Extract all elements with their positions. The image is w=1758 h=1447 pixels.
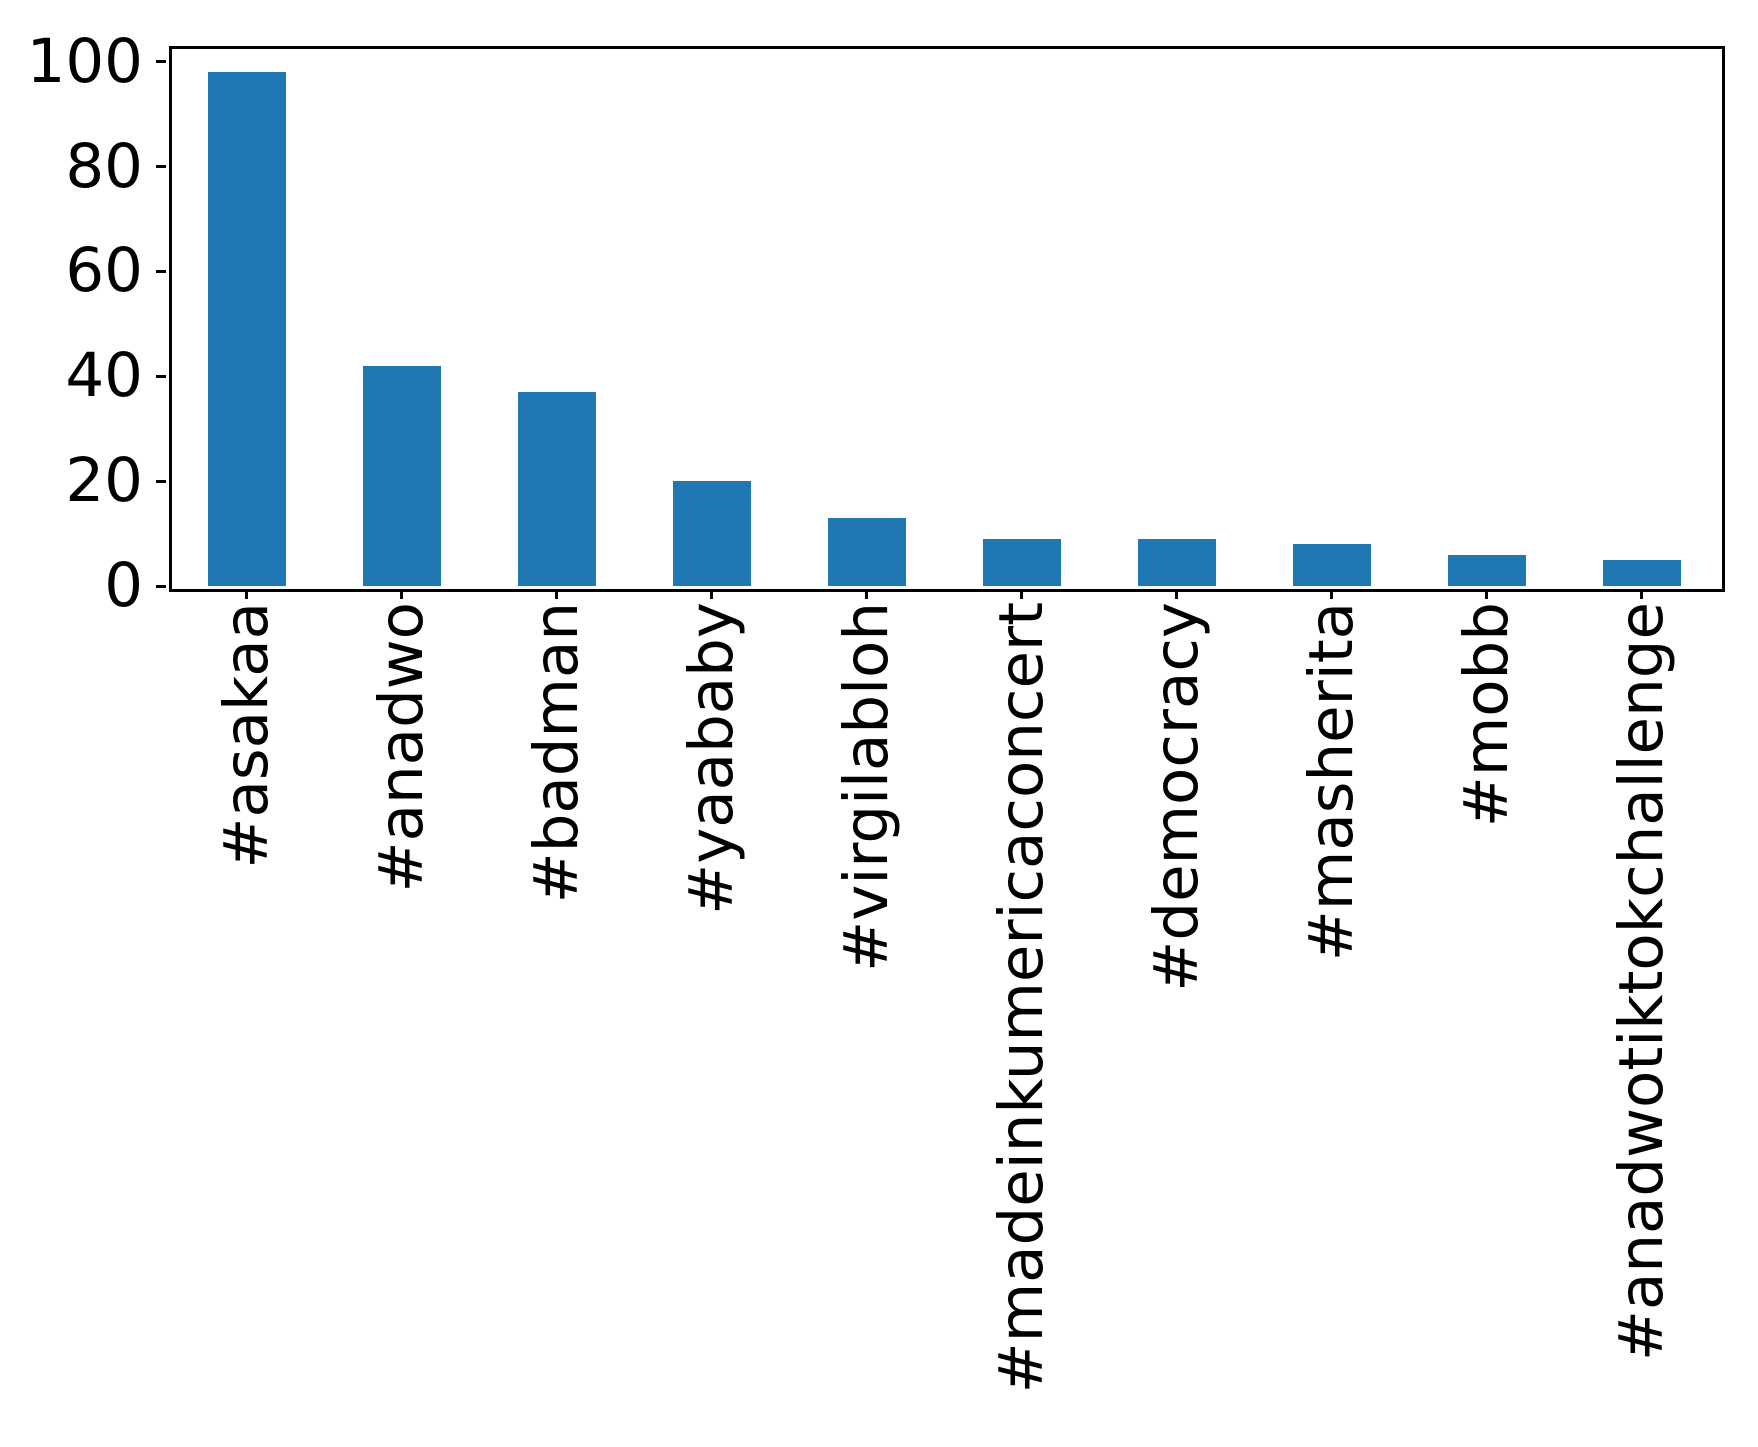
y-axis-tick-label: 100: [26, 25, 143, 97]
bar-yaababy: [672, 481, 751, 586]
bar-madeinkumericaconcert: [982, 538, 1061, 586]
y-axis-tick: [156, 479, 166, 483]
x-axis-tick: [1020, 589, 1023, 599]
x-axis-tick: [400, 589, 403, 599]
bar-mobb: [1447, 554, 1526, 586]
y-axis-tick: [156, 165, 166, 169]
x-axis-tick: [1485, 589, 1488, 599]
bar-anadwotiktokchallenge: [1602, 559, 1681, 586]
x-axis-tick-label: #badman: [520, 602, 592, 904]
x-axis-tick: [1175, 589, 1178, 599]
bar-asakaa: [207, 72, 286, 586]
y-axis-tick-label: 20: [65, 445, 143, 517]
x-axis-tick-label: #democracy: [1140, 602, 1212, 992]
x-axis-tick-label: #madeinkumericaconcert: [985, 602, 1057, 1394]
y-axis-tick-label: 0: [104, 550, 143, 621]
x-axis-tick: [245, 589, 248, 599]
y-axis-tick: [156, 269, 166, 273]
y-axis-tick-label: 40: [65, 340, 143, 412]
bar-anadwo: [362, 365, 441, 586]
x-axis-tick-label: #asakaa: [210, 602, 282, 869]
x-axis-tick: [1330, 589, 1333, 599]
y-axis-tick: [156, 374, 166, 378]
bar-democracy: [1137, 538, 1216, 586]
y-axis-tick-label: 80: [65, 130, 143, 202]
x-axis-tick-label: #masherita: [1295, 602, 1367, 962]
x-axis-tick-label: #yaababy: [675, 602, 747, 915]
x-axis-tick-label: #mobb: [1450, 602, 1522, 828]
x-axis-tick: [1640, 589, 1643, 599]
bar-virgilabloh: [827, 517, 906, 586]
bar-masherita: [1292, 544, 1371, 586]
y-axis-tick: [156, 60, 166, 64]
x-axis-tick: [865, 589, 868, 599]
x-axis-tick-label: #virgilabloh: [830, 602, 902, 972]
x-axis-tick: [710, 589, 713, 599]
x-axis-tick: [555, 589, 558, 599]
x-axis-tick-label: #anadwotiktokchallenge: [1605, 602, 1677, 1362]
bar-badman: [517, 392, 596, 586]
y-axis-tick: [156, 584, 166, 588]
y-axis-tick-label: 60: [65, 235, 143, 307]
x-axis-tick-label: #anadwo: [365, 602, 437, 893]
